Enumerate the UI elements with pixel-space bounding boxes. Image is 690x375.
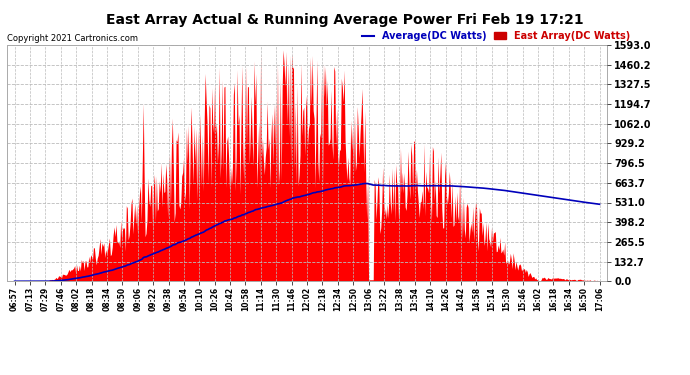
Text: Copyright 2021 Cartronics.com: Copyright 2021 Cartronics.com xyxy=(7,34,138,43)
Legend: Average(DC Watts), East Array(DC Watts): Average(DC Watts), East Array(DC Watts) xyxy=(362,31,630,41)
Text: East Array Actual & Running Average Power Fri Feb 19 17:21: East Array Actual & Running Average Powe… xyxy=(106,13,584,27)
